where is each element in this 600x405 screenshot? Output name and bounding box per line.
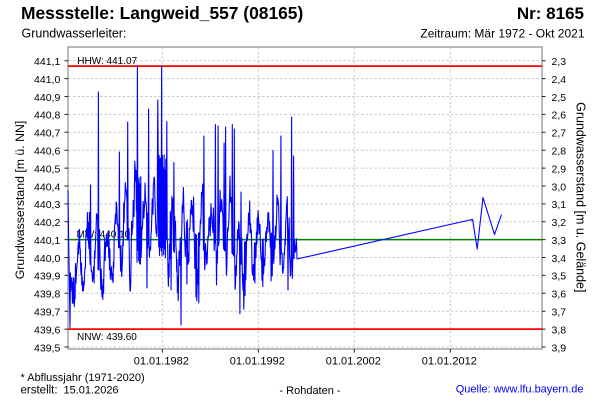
svg-text:- Rohdaten -: - Rohdaten - [279, 385, 340, 397]
svg-text:3,2: 3,2 [552, 217, 567, 229]
svg-text:2,6: 2,6 [552, 110, 567, 122]
svg-text:2,8: 2,8 [552, 146, 567, 158]
svg-text:440,0: 440,0 [34, 253, 60, 265]
svg-text:3,4: 3,4 [552, 253, 567, 265]
svg-text:HHW: 441.07: HHW: 441.07 [77, 56, 137, 67]
svg-text:2,3: 2,3 [552, 56, 567, 68]
svg-text:439,8: 439,8 [34, 289, 60, 301]
svg-text:Grundwasserstand [m u. Gelände: Grundwasserstand [m u. Gelände] [574, 102, 588, 292]
svg-text:01.01.1982: 01.01.1982 [134, 356, 189, 368]
svg-text:15.01.2026: 15.01.2026 [64, 384, 119, 396]
svg-text:erstellt:: erstellt: [21, 384, 58, 396]
svg-text:2,5: 2,5 [552, 92, 567, 104]
svg-text:Quelle: www.lfu.bayern.de: Quelle: www.lfu.bayern.de [456, 384, 584, 396]
svg-text:NNW: 439.60: NNW: 439.60 [77, 332, 137, 343]
svg-text:440,6: 440,6 [34, 146, 60, 158]
svg-text:3,8: 3,8 [552, 324, 567, 336]
svg-text:3,7: 3,7 [552, 307, 567, 319]
svg-text:01.01.1992: 01.01.1992 [230, 356, 285, 368]
svg-text:01.01.2002: 01.01.2002 [326, 356, 381, 368]
svg-text:439,5: 439,5 [34, 342, 60, 354]
svg-text:439,7: 439,7 [34, 307, 60, 319]
svg-text:Messstelle: Langweid_557 (0816: Messstelle: Langweid_557 (08165) [21, 3, 303, 23]
svg-text:Grundwasserstand [m ü. NN]: Grundwasserstand [m ü. NN] [13, 121, 27, 280]
svg-text:2,9: 2,9 [552, 163, 567, 175]
svg-text:Grundwasserleiter:: Grundwasserleiter: [22, 27, 127, 41]
svg-text:3,3: 3,3 [552, 235, 567, 247]
svg-text:3,1: 3,1 [552, 199, 567, 211]
svg-text:439,6: 439,6 [34, 324, 60, 336]
svg-text:3,5: 3,5 [552, 271, 567, 283]
svg-text:440,7: 440,7 [34, 128, 60, 140]
svg-text:440,1: 440,1 [34, 235, 60, 247]
svg-text:3,0: 3,0 [552, 181, 567, 193]
svg-text:440,8: 440,8 [34, 110, 60, 122]
svg-text:Zeitraum: Mär 1972 - Okt 2021: Zeitraum: Mär 1972 - Okt 2021 [420, 27, 584, 41]
svg-text:* Abflussjahr (1971-2020): * Abflussjahr (1971-2020) [21, 372, 145, 384]
svg-text:439,9: 439,9 [34, 271, 60, 283]
svg-text:440,5: 440,5 [34, 163, 60, 175]
svg-text:3,9: 3,9 [552, 342, 567, 354]
svg-text:440,9: 440,9 [34, 92, 60, 104]
svg-text:441,0: 441,0 [34, 74, 60, 86]
svg-text:01.01.2012: 01.01.2012 [422, 356, 477, 368]
svg-text:Nr: 8165: Nr: 8165 [517, 4, 584, 23]
svg-text:440,4: 440,4 [34, 181, 60, 193]
svg-text:440,2: 440,2 [34, 217, 60, 229]
svg-text:2,7: 2,7 [552, 128, 567, 140]
svg-text:440,3: 440,3 [34, 199, 60, 211]
svg-text:2,4: 2,4 [552, 74, 567, 86]
svg-text:441,1: 441,1 [34, 56, 60, 68]
svg-text:3,6: 3,6 [552, 289, 567, 301]
svg-text:MW: 440.10: MW: 440.10 [77, 229, 131, 240]
